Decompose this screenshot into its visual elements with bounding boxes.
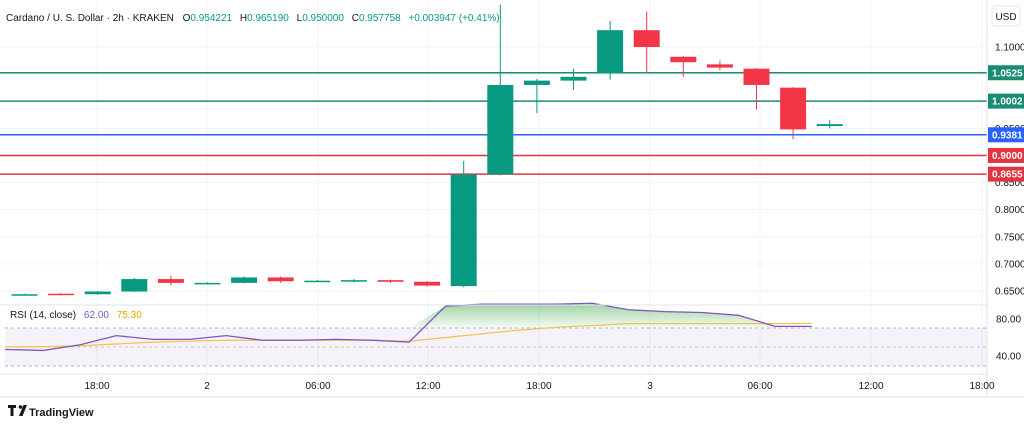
price-level-badge-label: 0.9381 [992,130,1023,141]
change-value: +0.003947 (+0.41%) [408,13,499,24]
rsi-overbought-area [409,303,812,328]
candles [11,4,843,296]
tradingview-logo-icon [8,405,27,416]
price-level-badge-label: 1.0525 [992,68,1023,79]
price-tick-label: 0.7000 [995,259,1024,270]
candle-down [706,64,733,68]
candle-up [816,124,843,127]
rsi-overbought-fill [409,303,812,328]
candle-up [84,291,111,295]
time-tick-label: 06:00 [305,381,330,392]
price-tick-label: 0.8000 [995,205,1024,216]
rsi-lines [5,302,812,352]
price-level-badge-label: 0.8655 [992,170,1023,181]
rsi-legend: RSI (14, close) 62.00 75.30 [10,310,142,321]
open-label: O [183,13,191,24]
rsi-axis: 80.00 40.00 [996,315,1021,363]
price-level-badge-label: 1.0002 [992,97,1023,108]
rsi-tick-label: 80.00 [996,315,1021,326]
candle-down [377,280,404,282]
price-tick-label: 0.6500 [995,287,1024,298]
close-value: 0.957758 [359,13,401,24]
tradingview-logo[interactable]: TradingView [8,405,94,419]
candle-up [304,280,331,283]
open-value: 0.954221 [190,13,232,24]
candle-up [523,80,550,85]
time-tick-label: 18:00 [84,381,109,392]
time-axis: 18:00 2 06:00 12:00 18:00 3 06:00 12:00 18:00 [84,381,994,392]
time-tick-label: 12:00 [415,381,440,392]
candle-up [450,174,477,287]
candle-down [633,30,660,47]
price-level-badge [988,166,1024,182]
high-value: 0.965190 [247,13,289,24]
candle-down [267,277,294,282]
price-level-badge [988,147,1024,163]
candle-down [743,68,770,85]
candle-up [11,294,38,296]
time-tick-label: 06:00 [747,381,772,392]
time-tick-label: 3 [647,381,653,392]
price-level-badge [988,127,1024,143]
close-label: C [352,13,359,24]
candle-down [780,87,807,130]
chart-legend: Cardano / U. S. Dollar · 2h · KRAKEN O0.… [6,13,500,24]
price-tick-label: 0.7500 [995,232,1024,243]
low-value: 0.950000 [302,13,344,24]
price-tick-label: 1.1000 [995,43,1024,54]
candle-up [340,280,367,282]
candle-up [487,84,514,175]
candle-up [121,279,148,292]
price-tick-label: 0.8500 [995,178,1024,189]
price-level-badge [988,93,1024,109]
candle-down [414,281,441,286]
rsi-line [5,302,812,352]
rsi-tick-label: 40.00 [996,352,1021,363]
level-badges: 1.0525 1.0002 0.9381 0.9000 0.8655 [988,65,1024,182]
currency-button[interactable] [991,5,1021,27]
rsi-pane [5,327,987,367]
rsi-ma-value: 75.30 [117,310,142,321]
brand-name: TradingView [29,407,94,419]
time-tick-label: 18:00 [526,381,551,392]
candle-down [48,293,75,296]
symbol-title: Cardano / U. S. Dollar · 2h · KRAKEN [6,13,174,24]
price-level-badge-label: 0.9000 [992,151,1023,162]
candle-down [157,279,184,283]
time-tick-label: 2 [204,381,210,392]
time-tick-label: 12:00 [858,381,883,392]
candle-down [670,56,697,63]
candle-up [194,282,221,285]
rsi-value: 62.00 [84,310,109,321]
rsi-label: RSI (14, close) [10,310,76,321]
candle-up [231,277,258,283]
candle-up [560,76,587,81]
high-label: H [240,13,247,24]
candle-up [597,30,624,74]
low-label: L [297,13,303,24]
currency-label: USD [995,12,1016,23]
price-level-badge [988,65,1024,81]
time-tick-label: 18:00 [969,381,994,392]
